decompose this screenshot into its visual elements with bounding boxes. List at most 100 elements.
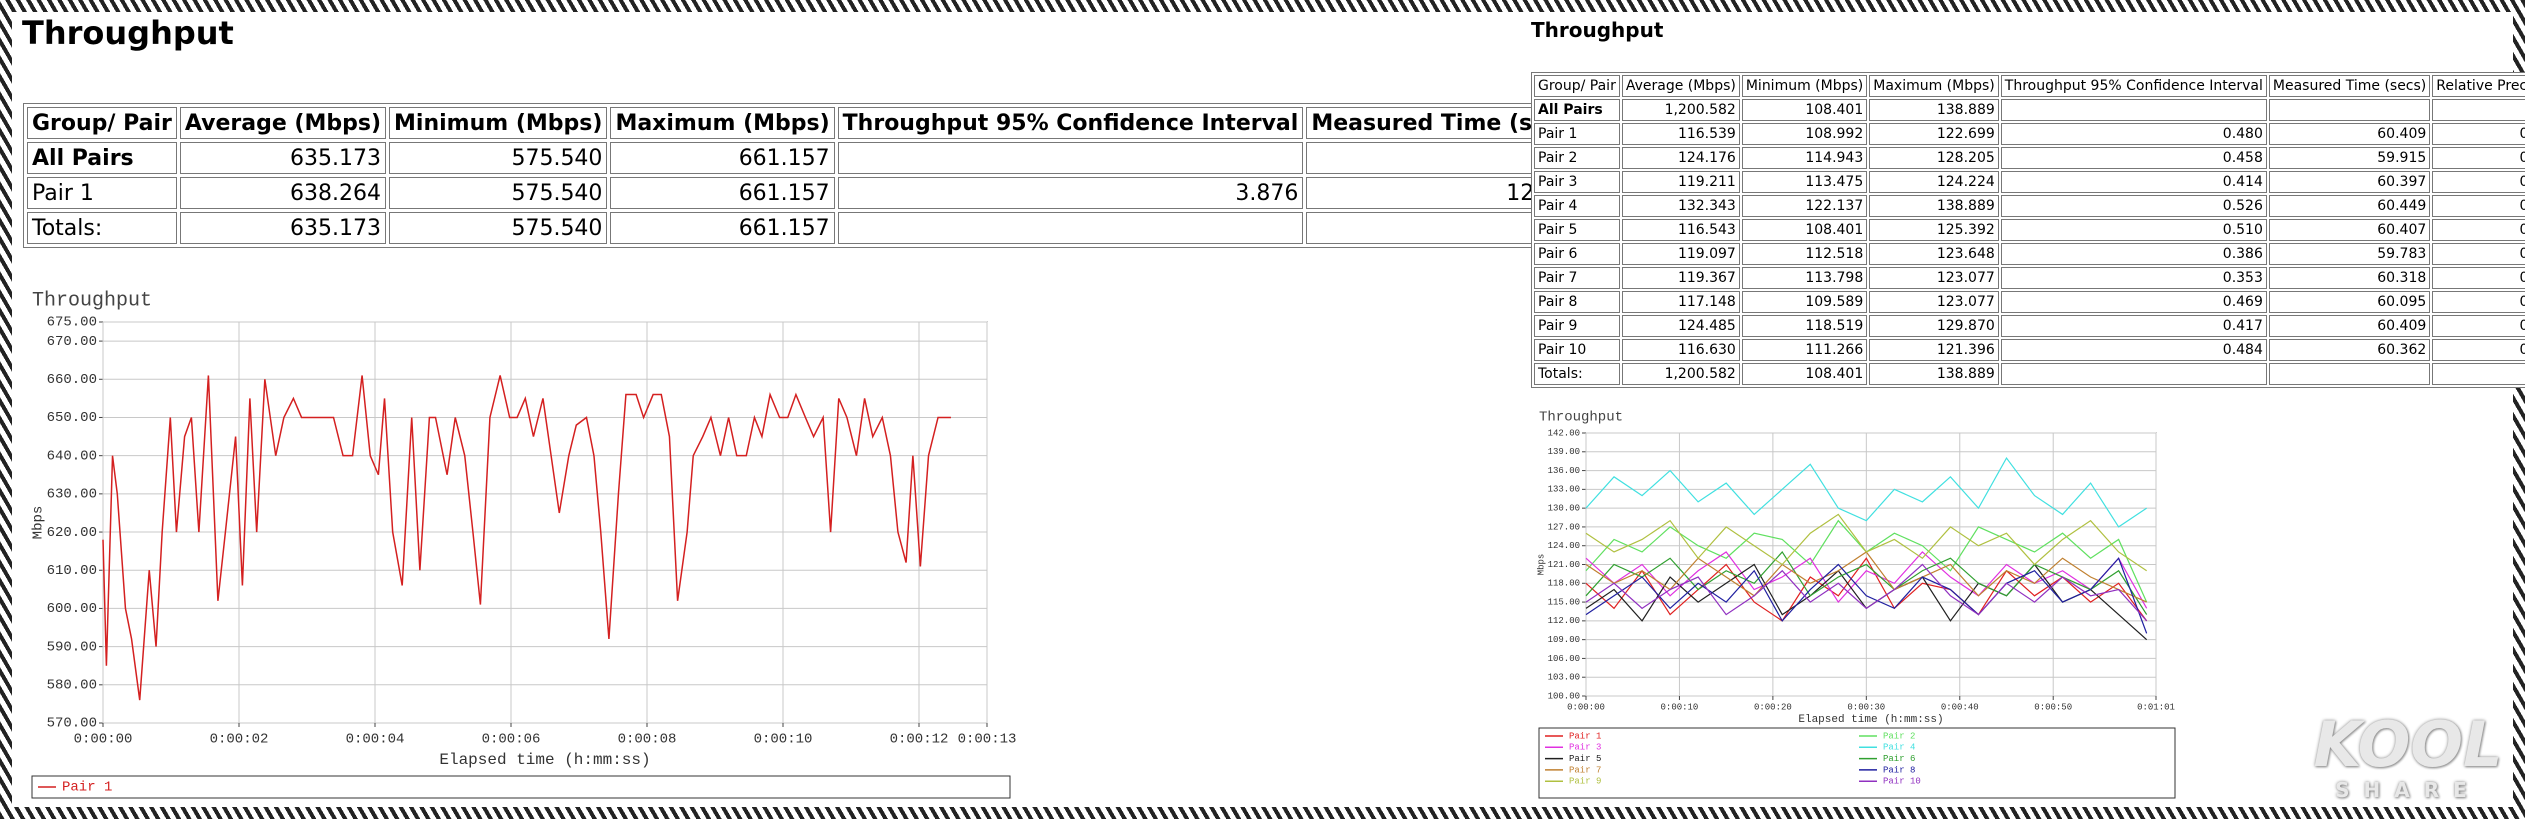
data-line — [1585, 456, 2147, 528]
table-cell: 661.157 — [610, 212, 835, 244]
x-tick-label: 0:00:30 — [1847, 702, 1885, 712]
x-tick-label: 0:00:06 — [482, 732, 541, 748]
legend-label: Pair 4 — [1883, 743, 1915, 753]
table-cell: Pair 7 — [1534, 267, 1620, 289]
table-cell: Pair 3 — [1534, 171, 1620, 193]
table-cell: 138.889 — [1869, 99, 1999, 121]
y-axis-label: Mbps — [1536, 554, 1546, 576]
table-cell: 0.386 — [2000, 243, 2267, 265]
table-cell: 0.324 — [2432, 243, 2525, 265]
table-cell: 116.543 — [1621, 219, 1740, 241]
header-cell: Throughput 95% Confidence Interval — [2000, 75, 2267, 97]
x-tick-label: 0:00:04 — [346, 732, 405, 748]
y-tick-label: 142.00 — [1548, 428, 1580, 438]
table-cell: 0.369 — [2432, 147, 2525, 169]
table-cell: 60.409 — [2268, 123, 2431, 145]
legend-label: Pair 9 — [1569, 777, 1601, 787]
table-cell: 60.318 — [2268, 267, 2431, 289]
header-cell: Minimum (Mbps) — [1741, 75, 1868, 97]
y-tick-label: 610.00 — [47, 563, 97, 579]
table-cell: 119.097 — [1621, 243, 1740, 265]
legend-label: Pair 5 — [1569, 754, 1601, 764]
table-row: Pair 9124.485118.519129.8700.41760.4090.… — [1534, 315, 2525, 337]
x-tick-label: 0:01:01 — [2137, 702, 2175, 712]
table-cell: 60.449 — [2268, 195, 2431, 217]
header-cell: Maximum (Mbps) — [1869, 75, 1999, 97]
table-cell: 123.077 — [1869, 267, 1999, 289]
table-cell — [837, 142, 1304, 174]
header-cell: Measured Time (secs) — [2268, 75, 2431, 97]
data-line — [1585, 563, 2148, 622]
table-cell: 3.876 — [837, 177, 1304, 209]
header-cell: Relative Precision — [2432, 75, 2525, 97]
x-tick-label: 0:00:20 — [1754, 702, 1792, 712]
table-cell: 60.362 — [2268, 339, 2431, 361]
table-cell: 635.173 — [179, 212, 387, 244]
table-cell: Pair 5 — [1534, 219, 1620, 241]
table-cell: 129.870 — [1869, 315, 1999, 337]
legend-label: Pair 2 — [1883, 731, 1915, 741]
header-cell: Average (Mbps) — [1621, 75, 1740, 97]
data-line — [1585, 551, 2148, 609]
table-cell: 0.417 — [2000, 315, 2267, 337]
table-cell: 0.469 — [2000, 291, 2267, 313]
y-tick-label: 106.00 — [1548, 654, 1580, 664]
table-cell: Pair 1 — [27, 177, 177, 209]
legend-label: Pair 1 — [62, 780, 112, 796]
header-cell: Minimum (Mbps) — [389, 107, 608, 139]
table-cell: Pair 1 — [1534, 123, 1620, 145]
table-cell: 116.539 — [1621, 123, 1740, 145]
y-tick-label: 660.00 — [47, 372, 97, 388]
table-cell: 0.414 — [2000, 171, 2267, 193]
table-row: Totals: 635.173 575.540 661.157 — [27, 212, 1825, 244]
header-cell: Maximum (Mbps) — [610, 107, 835, 139]
legend-label: Pair 7 — [1569, 765, 1601, 775]
report-title: Throughput — [1531, 18, 1664, 42]
x-tick-label: 0:00:50 — [2034, 702, 2072, 712]
table-cell: 121.396 — [1869, 339, 1999, 361]
table-cell: 575.540 — [389, 177, 608, 209]
y-tick-label: 600.00 — [47, 601, 97, 617]
data-line — [1585, 557, 2148, 634]
table-cell: 124.224 — [1869, 171, 1999, 193]
y-tick-label: 100.00 — [1548, 691, 1580, 701]
table-cell: All Pairs — [27, 142, 177, 174]
table-cell: 118.519 — [1741, 315, 1868, 337]
x-tick-label: 0:00:08 — [618, 732, 677, 748]
legend-label: Pair 8 — [1883, 765, 1915, 775]
table-cell: 0.438 — [2432, 219, 2525, 241]
table-cell: 119.367 — [1621, 267, 1740, 289]
table-cell — [2268, 99, 2431, 121]
table-cell: 114.943 — [1741, 147, 1868, 169]
table-cell: 119.211 — [1621, 171, 1740, 193]
table-cell: 60.409 — [2268, 315, 2431, 337]
y-tick-label: 620.00 — [47, 525, 97, 541]
y-tick-label: 630.00 — [47, 487, 97, 503]
table-cell: 124.485 — [1621, 315, 1740, 337]
y-tick-label: 136.00 — [1548, 466, 1580, 476]
table-cell: Pair 10 — [1534, 339, 1620, 361]
table-cell: 60.095 — [2268, 291, 2431, 313]
table-row: Pair 1116.539108.992122.6990.48060.4090.… — [1534, 123, 2525, 145]
table-cell: 60.397 — [2268, 171, 2431, 193]
table-cell: 138.889 — [1869, 363, 1999, 385]
data-line — [1585, 557, 2148, 622]
table-cell — [2432, 363, 2525, 385]
y-tick-label: 118.00 — [1548, 579, 1580, 589]
chart-title: Throughput — [32, 289, 152, 312]
y-tick-label: 650.00 — [47, 410, 97, 426]
table-cell — [837, 212, 1304, 244]
y-tick-label: 133.00 — [1548, 485, 1580, 495]
table-body: Group/ Pair Average (Mbps) Minimum (Mbps) M… — [1534, 75, 2525, 385]
header-cell: Average (Mbps) — [179, 107, 387, 139]
plot-area — [102, 321, 988, 724]
summary-table: Group/ Pair Average (Mbps) Minimum (Mbps) M… — [1531, 72, 2525, 388]
table-cell: Pair 2 — [1534, 147, 1620, 169]
table-cell: 0.397 — [2432, 195, 2525, 217]
table-cell: 0.510 — [2000, 219, 2267, 241]
table-cell: 638.264 — [179, 177, 387, 209]
x-tick-label: 0:00:40 — [1941, 702, 1979, 712]
table-cell: 0.415 — [2432, 339, 2525, 361]
table-row: Pair 5116.543108.401125.3920.51060.4070.… — [1534, 219, 2525, 241]
table-cell: 1,200.582 — [1621, 99, 1740, 121]
